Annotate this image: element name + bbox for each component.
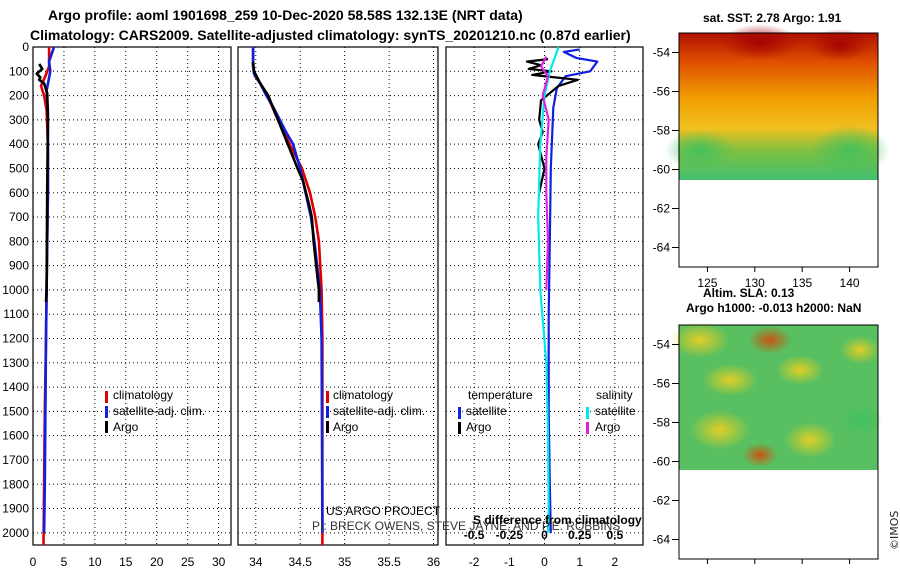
panel-frame: [445, 46, 644, 546]
temp-argo-swatch: [458, 422, 461, 434]
satellite-adj-swatch: [105, 406, 108, 418]
panel-frame: [32, 46, 232, 546]
depth-tick-label: 600: [9, 186, 29, 200]
climatology-swatch: [105, 391, 108, 403]
pi-annotation: PI: BRECK OWENS, STEVE JAYNE, AND P.E. R…: [312, 519, 621, 533]
sal-argo-swatch: [586, 422, 589, 434]
x-tick-label: -1: [504, 555, 515, 569]
legend-sal-satellite-label: satellite: [595, 404, 636, 418]
x-tick-label: 30: [212, 555, 226, 569]
sla-map-title-1: Altim. SLA: 0.13: [703, 286, 795, 300]
x-tick-label: 10: [88, 555, 102, 569]
depth-tick-label: 700: [9, 210, 29, 224]
legend-temp-argo-label: Argo: [466, 420, 492, 434]
depth-tick-label: 1500: [2, 404, 29, 418]
legend-temperature-heading: temperature: [468, 388, 533, 402]
x-tick-label: 34.5: [289, 555, 313, 569]
x-tick-label: -2: [469, 555, 480, 569]
depth-tick-label: 1000: [2, 283, 29, 297]
s-diff-tick-label: -0.25: [496, 528, 524, 542]
legend-climatology-label-2: climatology: [333, 388, 394, 402]
depth-tick-label: 1300: [2, 356, 29, 370]
legend-argo-label: Argo: [113, 420, 139, 434]
s-difference-label: S difference from climatology: [473, 513, 642, 527]
x-tick-label: 25: [181, 555, 195, 569]
depth-tick-label: 1800: [2, 477, 29, 491]
panel-1: 0 5 10 15 20 25 30: [30, 46, 232, 569]
x-tick-label: 34: [249, 555, 263, 569]
x-tick-label: 2: [612, 555, 619, 569]
x-tick-label: 35: [338, 555, 352, 569]
salinity-legend: [326, 391, 329, 433]
panel-frame: [237, 46, 439, 546]
series-line-argo: [35, 63, 50, 303]
sla-map-title-2: Argo h1000: -0.013 h2000: NaN: [686, 301, 862, 315]
x-tick-label: 1: [576, 555, 583, 569]
x-tick-label: 36: [427, 555, 441, 569]
s-diff-tick-label: 0: [541, 528, 548, 542]
climatology-swatch: [326, 391, 329, 403]
imos-credit: ©IMOS 15-Dec-2020 11:40:01: [888, 510, 900, 550]
panel-2: 34 34.5 35 35.5 36: [237, 46, 441, 569]
depth-tick-label: 500: [9, 161, 29, 175]
s-diff-tick-label: 0.5: [607, 528, 624, 542]
sst-map-title: sat. SST: 2.78 Argo: 1.91: [703, 11, 842, 25]
depth-tick-label: 300: [9, 113, 29, 127]
legend-argo-label-2: Argo: [333, 420, 359, 434]
satellite-adj-swatch: [326, 406, 329, 418]
series-line-salinity-argo: [539, 56, 550, 290]
temp-satellite-swatch: [458, 407, 461, 419]
legend-climatology-label: climatology: [113, 388, 174, 402]
depth-tick-label: 1100: [3, 307, 29, 321]
s-diff-tick-label: 0.25: [568, 528, 592, 542]
x-tick-label: 0: [541, 555, 548, 569]
depth-tick-label: 2000: [2, 526, 29, 540]
series-line-argo: [251, 61, 321, 303]
depth-tick-label: 200: [9, 89, 29, 103]
difference-legend: [458, 407, 589, 434]
depth-tick-label: 400: [9, 137, 29, 151]
figure-title-line-1: Argo profile: aoml 1901698_259 10-Dec-20…: [48, 7, 523, 23]
s-difference-ticks: -0.5 -0.25 0 0.25 0.5: [464, 528, 624, 542]
depth-tick-label: 1600: [2, 429, 29, 443]
depth-tick-label: 100: [9, 64, 29, 78]
argo-swatch: [105, 421, 108, 433]
depth-tick-label: 1200: [2, 332, 29, 346]
figure-title-line-2: Climatology: CARS2009. Satellite-adjuste…: [30, 27, 631, 43]
x-tick-label: 20: [150, 555, 164, 569]
legend-temp-satellite-label: satellite: [466, 404, 507, 418]
depth-tick-label: 1900: [2, 502, 29, 516]
depth-tick-label: 900: [9, 259, 29, 273]
x-tick-label: 5: [61, 555, 68, 569]
x-tick-label: 15: [119, 555, 133, 569]
s-diff-tick-label: -0.5: [464, 528, 485, 542]
legend-satellite-adj-label-2: satellite-adj. clim.: [333, 404, 426, 418]
legend-sal-argo-label: Argo: [595, 420, 621, 434]
us-argo-annotation: US ARGO PROJECT: [326, 504, 441, 518]
x-tick-label: 0: [30, 555, 37, 569]
depth-tick-label: 1400: [2, 380, 29, 394]
sal-satellite-swatch: [586, 407, 589, 419]
temperature-legend: [105, 391, 108, 433]
legend-salinity-heading: salinity: [596, 388, 633, 402]
series-line-climatology: [251, 47, 324, 545]
x-tick-label: 35.5: [377, 555, 401, 569]
panel-3: -2 -1 0 1 2: [445, 46, 644, 569]
argo-swatch: [326, 421, 329, 433]
series-line-temperature-satellite: [547, 48, 599, 533]
depth-tick-label: 0: [22, 40, 29, 54]
legend-satellite-adj-label: satellite-adj. clim.: [113, 404, 206, 418]
depth-tick-label: 1700: [2, 453, 29, 467]
depth-tick-label: 800: [9, 234, 29, 248]
series-line-satellite-adj-clim-: [251, 47, 324, 533]
